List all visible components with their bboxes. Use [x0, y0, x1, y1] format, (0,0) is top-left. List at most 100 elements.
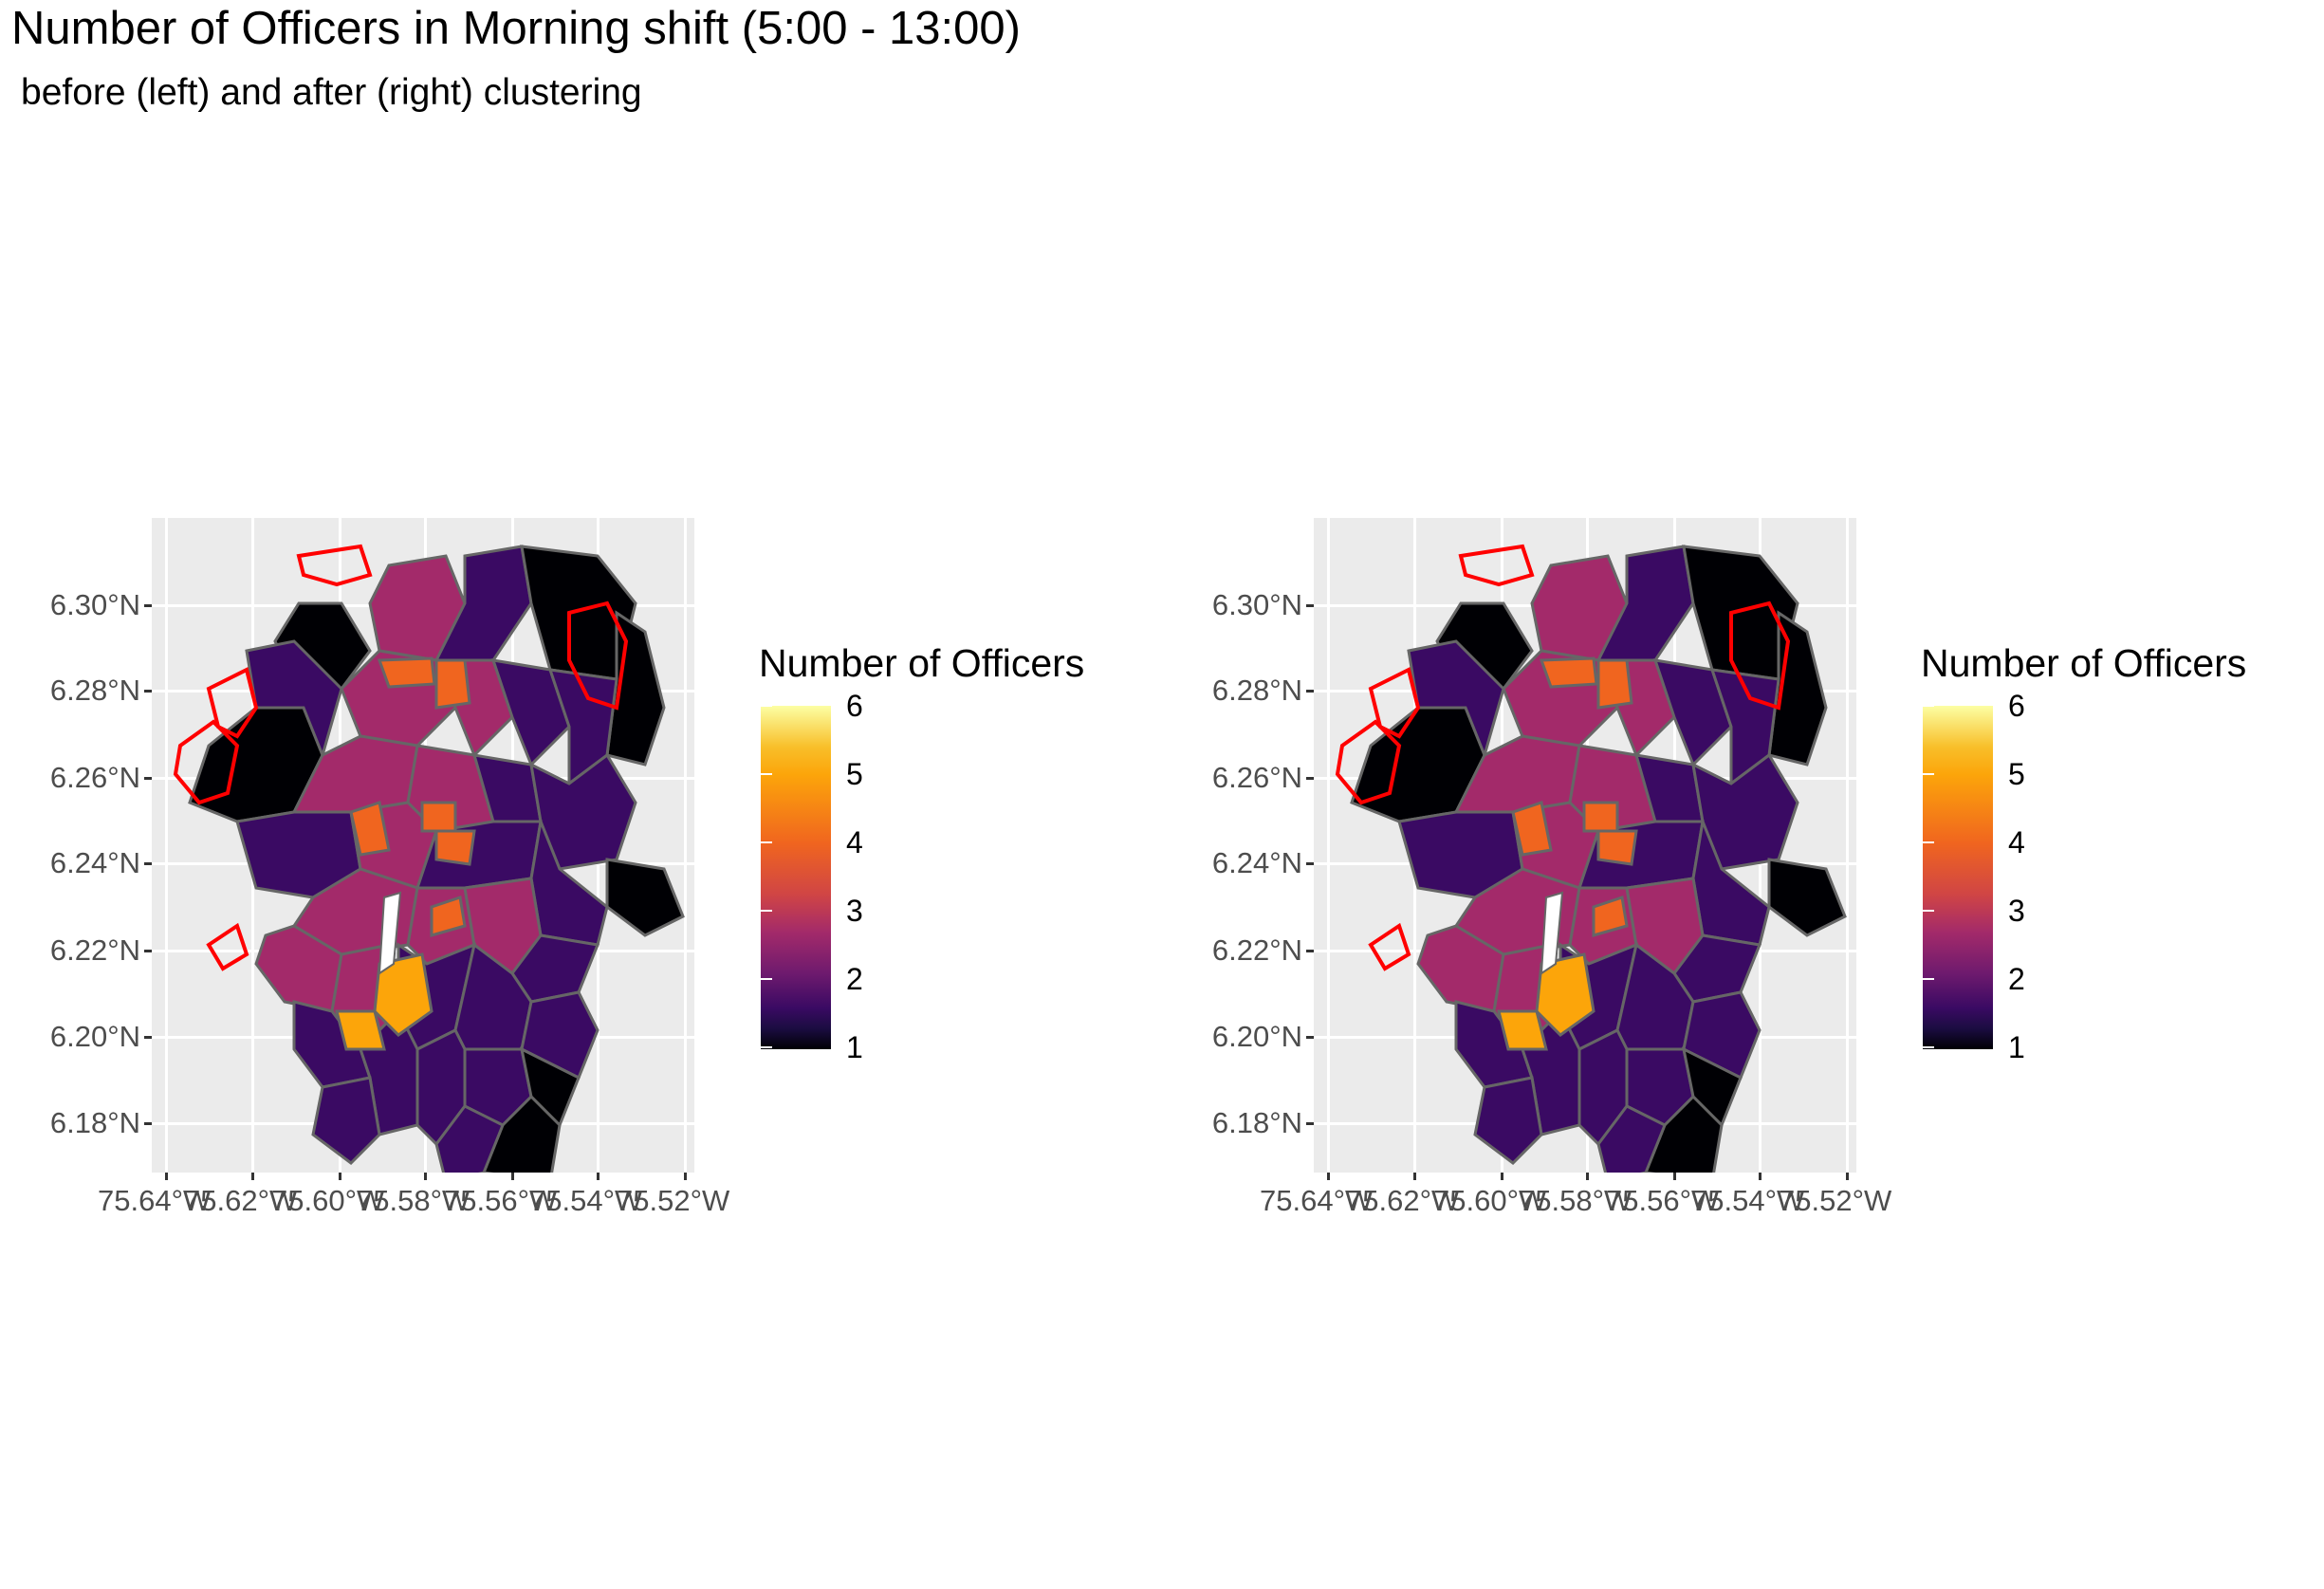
district-polygon	[520, 990, 599, 1081]
x-axis-tick	[1327, 1173, 1330, 1180]
gridline-vertical	[684, 518, 687, 1173]
highlighted-district-outline	[567, 600, 629, 711]
x-axis-tick-label: 75.52°W	[1779, 1184, 1892, 1217]
district-polygon-high	[434, 829, 476, 866]
y-axis-tick-label: 6.28°N	[49, 674, 140, 707]
legend-label: 3	[846, 894, 863, 928]
district-polygon	[1473, 1076, 1543, 1165]
district-polygon	[1682, 990, 1761, 1081]
highlighted-district-outline	[206, 667, 259, 739]
district-polygon	[311, 1076, 381, 1165]
x-axis-tick	[684, 1173, 687, 1180]
highlighted-district-outline	[206, 922, 249, 971]
plot-area	[152, 518, 694, 1173]
y-axis-tick-label: 6.30°N	[1211, 588, 1302, 621]
x-axis-tick-label: 75.62°W	[1346, 1184, 1460, 1217]
gridline-vertical	[1846, 518, 1849, 1173]
legend-tick	[761, 978, 772, 980]
x-axis-tick	[511, 1173, 514, 1180]
legend-tick	[761, 841, 772, 843]
y-axis-tick-label: 6.30°N	[49, 588, 140, 621]
legend-tick	[1923, 910, 1934, 912]
plot-subtitle: before (left) and after (right) clusteri…	[21, 72, 642, 113]
plot-title: Number of Officers in Morning shift (5:0…	[11, 3, 1021, 54]
legend-label: 1	[2008, 1030, 2025, 1064]
y-axis-tick	[144, 777, 152, 780]
legend-label: 6	[2008, 689, 2025, 723]
y-axis-tick	[1306, 862, 1314, 865]
district-polygon	[434, 1104, 505, 1173]
district-polygon	[1767, 858, 1847, 937]
y-axis-tick	[1306, 777, 1314, 780]
y-axis-tick	[144, 1122, 152, 1125]
y-axis-tick-label: 6.26°N	[1211, 761, 1302, 794]
y-axis-tick	[1306, 1036, 1314, 1039]
legend-label: 4	[2008, 825, 2025, 859]
x-axis-tick	[339, 1173, 341, 1180]
legend-tick	[1923, 978, 1934, 980]
x-axis-tick	[1586, 1173, 1589, 1180]
y-axis-tick-label: 6.28°N	[1211, 674, 1302, 707]
x-axis-tick-label: 75.52°W	[617, 1184, 730, 1217]
y-axis-tick	[144, 950, 152, 952]
district-polygon-high	[430, 896, 467, 937]
legend-tick	[1923, 705, 1934, 707]
legend-tick	[761, 1046, 772, 1048]
highlighted-district-outline	[1458, 544, 1535, 587]
legend-title: Number of Officers	[1921, 641, 2247, 685]
x-axis-tick-label: 75.60°W	[271, 1184, 385, 1217]
map-panel-after: 6.30°N 6.28°N 6.26°N 6.24°N 6.22°N 6.20°N 6.18…	[1162, 0, 2324, 1589]
legend-tick	[761, 705, 772, 707]
gridline-vertical	[165, 518, 168, 1173]
district-polygon-high	[1592, 896, 1629, 937]
x-axis-tick-label: 75.64°W	[98, 1184, 212, 1217]
x-axis-tick-label: 75.58°W	[1519, 1184, 1632, 1217]
legend-label: 5	[2008, 757, 2025, 791]
legend-label: 4	[846, 825, 863, 859]
y-axis-tick-label: 6.22°N	[1211, 933, 1302, 967]
y-axis-tick-label: 6.24°N	[49, 846, 140, 879]
district-polygon-high	[434, 658, 471, 710]
y-axis-tick	[144, 690, 152, 693]
x-axis-tick	[1759, 1173, 1761, 1180]
highlighted-district-outline	[1729, 600, 1791, 711]
legend-label: 6	[846, 689, 863, 723]
x-axis-tick	[1501, 1173, 1503, 1180]
district-polygon-high	[1539, 656, 1598, 689]
y-axis-tick	[1306, 950, 1314, 952]
choropleth-map	[1335, 544, 1847, 1173]
legend-tick	[1923, 773, 1934, 775]
district-polygon-high	[373, 952, 433, 1037]
legend-title: Number of Officers	[759, 641, 1085, 685]
y-axis-tick	[1306, 604, 1314, 607]
y-axis-tick-label: 6.18°N	[1211, 1106, 1302, 1139]
legend-tick	[1923, 841, 1934, 843]
legend-tick	[761, 773, 772, 775]
unmapped-area	[1540, 891, 1564, 975]
y-axis-tick-label: 6.24°N	[1211, 846, 1302, 879]
district-polygon	[1596, 1104, 1667, 1173]
x-axis-tick	[251, 1173, 254, 1180]
x-axis-tick	[1413, 1173, 1416, 1180]
x-axis-tick-label: 75.58°W	[357, 1184, 470, 1217]
district-polygon-high	[377, 656, 436, 689]
x-axis-tick-label: 75.56°W	[444, 1184, 558, 1217]
legend-label: 1	[846, 1030, 863, 1064]
y-axis-tick	[144, 862, 152, 865]
y-axis-tick	[1306, 690, 1314, 693]
choropleth-map	[173, 544, 685, 1173]
district-polygon-high	[1596, 658, 1633, 710]
x-axis-tick-label: 75.54°W	[529, 1184, 643, 1217]
legend-label: 3	[2008, 894, 2025, 928]
gridline-vertical	[1327, 518, 1330, 1173]
district-polygon-high	[420, 801, 457, 833]
legend-colorbar	[761, 706, 831, 1049]
x-axis-tick	[424, 1173, 427, 1180]
x-axis-tick-label: 75.60°W	[1433, 1184, 1547, 1217]
district-polygon	[1652, 658, 1733, 767]
highlighted-district-outline	[173, 719, 240, 805]
y-axis-tick	[144, 1036, 152, 1039]
y-axis-tick	[144, 604, 152, 607]
district-polygon-high	[335, 1009, 386, 1051]
highlighted-district-outline	[1368, 667, 1421, 739]
